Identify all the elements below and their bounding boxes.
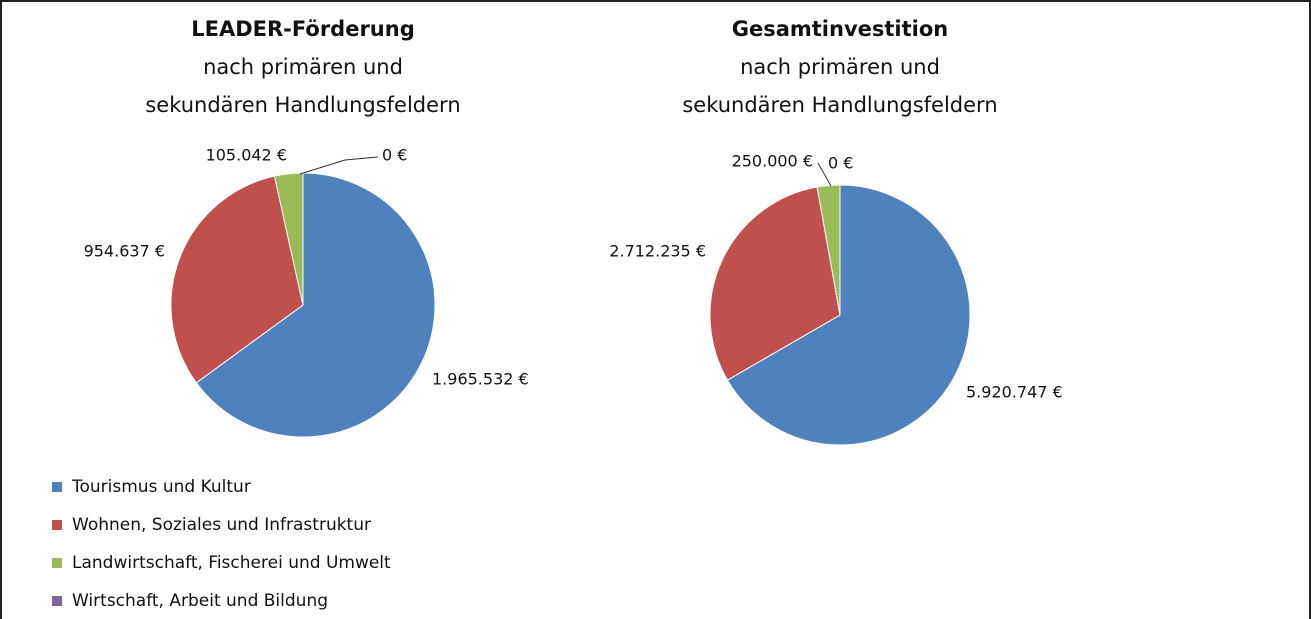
data-label: 1.965.532 € [432, 370, 529, 389]
legend-label: Wirtschaft, Arbeit und Bildung [72, 591, 328, 611]
leader-line [299, 156, 379, 175]
chart-subtitle: sekundären Handlungsfeldern [145, 93, 460, 117]
data-label: 0 € [828, 154, 853, 173]
chart-subtitle: nach primären und [740, 55, 940, 79]
data-label: 105.042 € [206, 146, 287, 165]
pie-slice [709, 186, 841, 381]
chart-subtitle: nach primären und [203, 55, 403, 79]
pie-slice [195, 172, 436, 438]
chart-title: Gesamtinvestition [732, 17, 949, 41]
pie-slice [170, 175, 304, 384]
legend-label: Landwirtschaft, Fischerei und Umwelt [72, 553, 391, 573]
data-label: 954.637 € [84, 242, 165, 261]
pie-slice [726, 184, 971, 446]
data-label: 250.000 € [732, 152, 813, 171]
data-label: 5.920.747 € [966, 383, 1063, 402]
legend-label: Tourismus und Kultur [71, 477, 251, 497]
leader-line [817, 162, 832, 187]
data-label: 2.712.235 € [609, 242, 706, 261]
legend-swatch [52, 558, 62, 568]
legend-swatch [52, 482, 62, 492]
chart-title: LEADER-Förderung [191, 17, 414, 41]
data-label: 0 € [382, 146, 407, 165]
legend-swatch [52, 596, 62, 606]
legend-swatch [52, 520, 62, 530]
legend-label: Wohnen, Soziales und Infrastruktur [72, 515, 371, 535]
chart-subtitle: sekundären Handlungsfeldern [682, 93, 997, 117]
